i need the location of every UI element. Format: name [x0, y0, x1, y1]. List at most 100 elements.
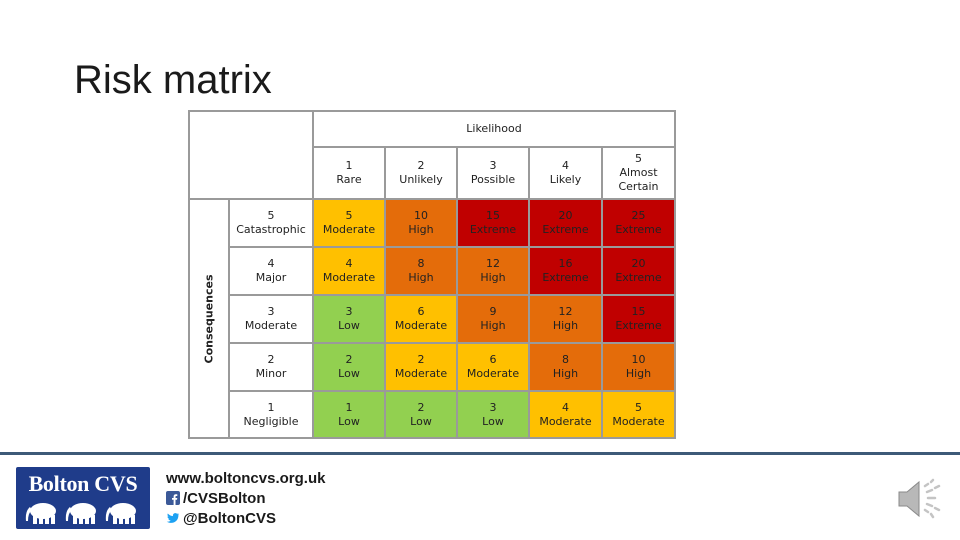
risk-rating: Moderate	[466, 367, 520, 380]
risk-cell: 9 High	[457, 295, 529, 343]
risk-rating: Low	[410, 414, 432, 428]
risk-rating: Moderate	[394, 319, 448, 332]
likelihood-label: Rare	[336, 173, 362, 186]
likelihood-number: 4	[562, 159, 569, 172]
consequence-number: 5	[267, 209, 275, 222]
risk-cell: 5 Moderate	[313, 199, 385, 247]
risk-cell: 2 Low	[385, 391, 457, 438]
consequence-number: 3	[267, 305, 275, 318]
consequence-row-header: 2 Minor	[229, 343, 313, 391]
risk-score: 20	[631, 257, 646, 270]
consequence-label: Moderate	[244, 319, 298, 332]
speaker-icon[interactable]	[895, 474, 945, 524]
consequence-label: Minor	[255, 367, 287, 380]
risk-rating: Extreme	[542, 223, 589, 236]
risk-cell: 12 High	[529, 295, 602, 343]
risk-rating: High	[552, 319, 579, 332]
risk-rating: Moderate	[612, 414, 665, 428]
risk-score: 2	[345, 353, 353, 366]
consequence-number: 4	[267, 257, 275, 270]
risk-rating: Moderate	[394, 367, 448, 380]
likelihood-number: 3	[489, 159, 497, 172]
elephant-icon	[25, 503, 136, 524]
risk-score: 5	[635, 400, 642, 414]
twitter-handle: @BoltonCVS	[183, 509, 276, 527]
risk-cell: 3 Low	[457, 391, 529, 438]
risk-matrix: Likelihood Consequences 1 Rare 2 Unlikely 3 P…	[188, 110, 676, 439]
risk-rating: High	[408, 271, 434, 284]
risk-score: 8	[417, 257, 425, 270]
consequence-row-header: 1 Negligible	[229, 391, 313, 438]
risk-rating: Extreme	[615, 223, 662, 236]
risk-cell: 25 Extreme	[602, 199, 675, 247]
consequence-row-header: 3 Moderate	[229, 295, 313, 343]
risk-score: 9	[489, 305, 497, 318]
risk-score: 5	[345, 209, 353, 222]
risk-rating: Low	[338, 319, 360, 332]
consequence-label: Major	[255, 271, 287, 284]
likelihood-label: Likely	[549, 173, 582, 186]
slide-title: Risk matrix	[74, 58, 272, 102]
logo-text: Bolton CVS	[28, 471, 138, 496]
consequence-row-header: 5 Catastrophic	[229, 199, 313, 247]
risk-rating: Extreme	[615, 271, 662, 284]
consequence-row-header: 4 Major	[229, 247, 313, 295]
website-link[interactable]: www.boltoncvs.org.uk	[166, 469, 326, 487]
risk-score: 12	[486, 257, 500, 270]
risk-score: 6	[417, 305, 425, 318]
consequence-number: 2	[267, 353, 275, 366]
risk-cell: 12 High	[457, 247, 529, 295]
risk-cell: 5 Moderate	[602, 391, 675, 438]
consequence-label: Catastrophic	[236, 223, 306, 236]
risk-cell: 2 Moderate	[385, 343, 457, 391]
twitter-icon	[166, 513, 179, 523]
risk-rating: High	[625, 367, 652, 380]
risk-score: 16	[558, 257, 573, 270]
risk-cell: 6 Moderate	[457, 343, 529, 391]
risk-rating: High	[552, 367, 579, 380]
risk-score: 10	[631, 353, 646, 366]
bolton-cvs-logo: Bolton CVS	[16, 467, 150, 529]
risk-cell: 8 High	[529, 343, 602, 391]
risk-cell: 1 Low	[313, 391, 385, 438]
risk-cell: 20 Extreme	[529, 199, 602, 247]
consequences-label: Consequences	[202, 274, 215, 363]
risk-rating: Moderate	[322, 271, 376, 284]
risk-cell: 15 Extreme	[457, 199, 529, 247]
risk-score: 3	[489, 400, 497, 414]
risk-rating: Extreme	[469, 223, 517, 236]
likelihood-column-header: 3 Possible	[457, 147, 529, 199]
likelihood-column-header: 2 Unlikely	[385, 147, 457, 199]
likelihood-number: 1	[345, 159, 353, 172]
risk-score: 8	[562, 353, 569, 366]
facebook-icon	[166, 491, 180, 505]
twitter-row[interactable]: @BoltonCVS	[166, 508, 325, 528]
risk-cell: 20 Extreme	[602, 247, 675, 295]
risk-rating: Moderate	[539, 414, 592, 428]
risk-score: 15	[486, 209, 500, 222]
risk-cell: 10 High	[602, 343, 675, 391]
likelihood-label: Unlikely	[399, 173, 443, 186]
risk-cell: 3 Low	[313, 295, 385, 343]
risk-score: 6	[489, 353, 497, 366]
risk-rating: High	[408, 223, 434, 236]
risk-rating: Moderate	[322, 223, 376, 236]
consequences-header: Consequences	[189, 199, 229, 438]
likelihood-number: 5	[635, 152, 642, 165]
risk-score: 2	[417, 353, 425, 366]
risk-score: 1	[345, 400, 353, 414]
consequence-number: 1	[267, 400, 275, 414]
risk-score: 3	[345, 305, 353, 318]
likelihood-column-header: 4 Likely	[529, 147, 602, 199]
risk-rating: Low	[338, 414, 360, 428]
risk-cell: 4 Moderate	[313, 247, 385, 295]
facebook-row[interactable]: /CVSBolton	[166, 488, 325, 508]
risk-cell: 16 Extreme	[529, 247, 602, 295]
risk-cell: 10 High	[385, 199, 457, 247]
likelihood-column-header: 1 Rare	[313, 147, 385, 199]
risk-score: 4	[345, 257, 353, 270]
likelihood-label: Almost Certain	[618, 166, 659, 193]
risk-rating: High	[480, 319, 506, 332]
contact-details: www.boltoncvs.org.uk /CVSBolton @BoltonC…	[166, 468, 325, 528]
risk-score: 4	[562, 400, 569, 414]
